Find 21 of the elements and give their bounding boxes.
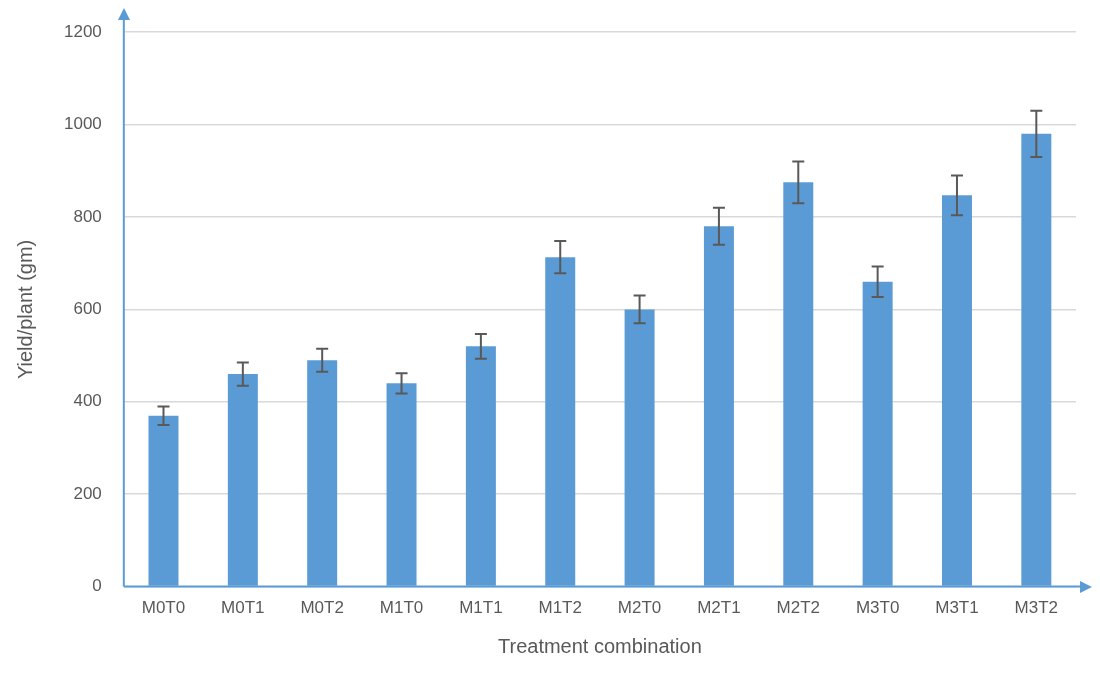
x-tick-label: M2T2 — [776, 598, 821, 618]
x-tick-label: M0T0 — [141, 598, 186, 618]
x-tick-label: M3T2 — [1014, 598, 1059, 618]
y-tick-label: 1200 — [63, 21, 102, 41]
x-tick-label: M1T2 — [538, 598, 582, 618]
x-tick-label: M3T1 — [935, 598, 979, 618]
x-tick-label: M1T0 — [379, 598, 424, 618]
y-tick-label: 0 — [92, 576, 102, 596]
x-tick-label: M2T0 — [617, 598, 662, 618]
y-tick-label: 800 — [73, 206, 102, 226]
x-tick-label: M0T2 — [300, 598, 344, 618]
x-tick-label: M2T1 — [697, 598, 741, 618]
y-tick-label: 1000 — [63, 114, 102, 134]
y-tick-label: 400 — [73, 391, 102, 411]
x-axis-title: Treatment combination — [498, 634, 702, 657]
x-tick-label: M0T1 — [221, 598, 265, 618]
y-axis-title: Yield/plant (gm) — [13, 239, 36, 380]
y-tick-label: 600 — [73, 299, 102, 319]
x-tick-label: M3T0 — [855, 598, 900, 618]
x-tick-label: M1T1 — [459, 598, 503, 618]
y-tick-label: 200 — [73, 483, 102, 503]
